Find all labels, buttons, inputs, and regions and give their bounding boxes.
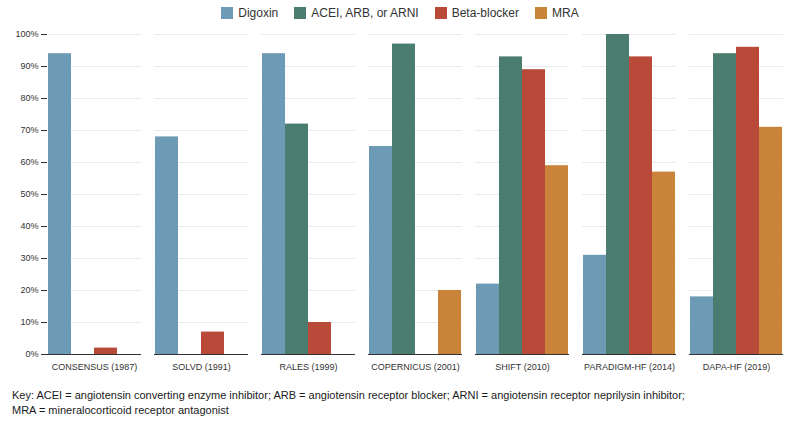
html-text:Key: ACEI = angiotensin conver: Key: ACEI = angiotensin converting enzym…	[12, 389, 685, 417]
html-text:MRA: MRA	[552, 6, 579, 20]
svg-text:COPERNICUS (2001): COPERNICUS (2001)	[371, 362, 460, 372]
svg-text:70%: 70%	[20, 125, 38, 135]
html-text:Beta-blocker: Beta-blocker	[451, 6, 519, 20]
svg-text:80%: 80%	[20, 93, 38, 103]
svg-text:0%: 0%	[25, 349, 38, 359]
svg-text:RALES (1999): RALES (1999)	[279, 362, 337, 372]
svg-text:40%: 40%	[20, 221, 38, 231]
svg-text:PARADIGM-HF (2014): PARADIGM-HF (2014)	[584, 362, 675, 372]
svg-text:SHIFT (2010): SHIFT (2010)	[495, 362, 549, 372]
html-text:ACEI, ARB, or ARNI: ACEI, ARB, or ARNI	[311, 6, 419, 20]
svg-text:60%: 60%	[20, 157, 38, 167]
svg-text:DAPA-HF (2019): DAPA-HF (2019)	[703, 362, 770, 372]
svg-text:30%: 30%	[20, 253, 38, 263]
html-text:Digoxin: Digoxin	[238, 6, 279, 20]
svg-text:20%: 20%	[20, 285, 38, 295]
svg-text:50%: 50%	[20, 189, 38, 199]
svg-text:10%: 10%	[20, 317, 38, 327]
svg-text:CONSENSUS (1987): CONSENSUS (1987)	[52, 362, 138, 372]
svg-text:SOLVD (1991): SOLVD (1991)	[172, 362, 230, 372]
svg-text:100%: 100%	[15, 29, 38, 39]
svg-text:90%: 90%	[20, 61, 38, 71]
